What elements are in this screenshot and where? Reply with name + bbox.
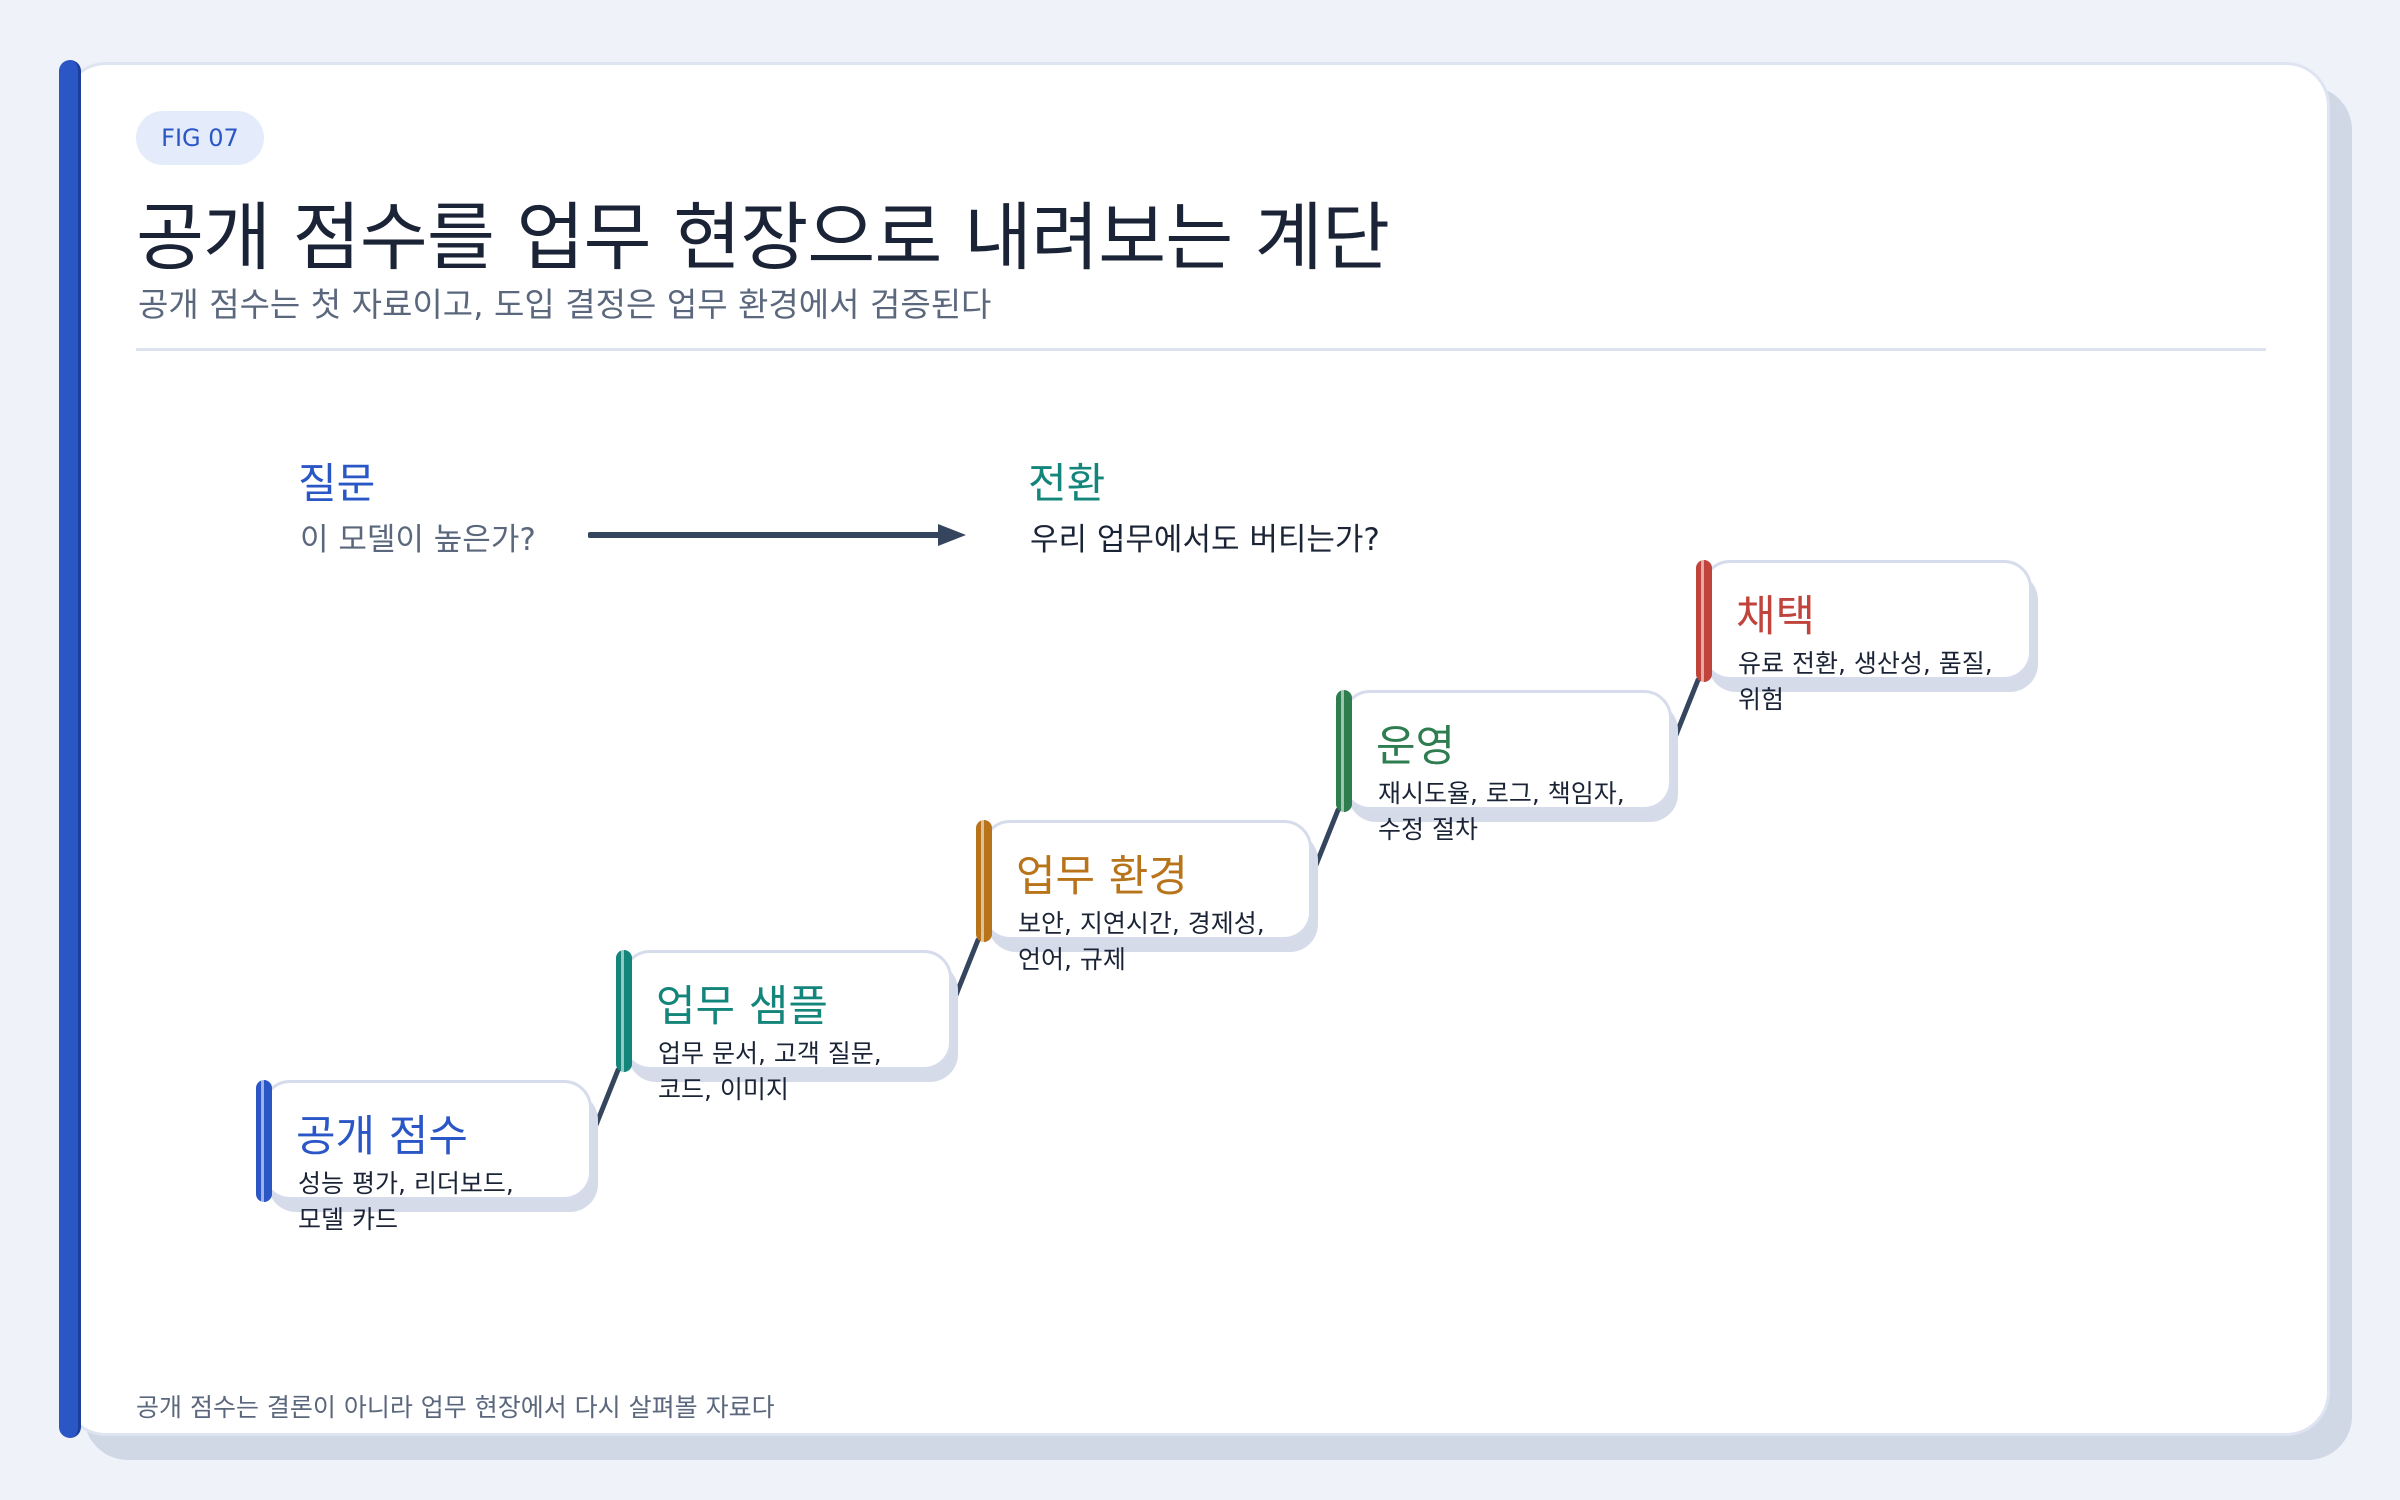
step-card [1702, 560, 2032, 680]
transition-arrow-icon [588, 524, 966, 546]
shift-label: 전환 [1028, 459, 1106, 508]
step-card [622, 950, 952, 1070]
step-card [262, 1080, 592, 1200]
step-desc-line2: 위험 [1738, 685, 1785, 714]
step-desc-line1: 유료 전환, 생산성, 품질, [1738, 649, 1993, 678]
shift-text: 우리 업무에서도 버티는가? [1030, 522, 1380, 558]
connector-2-3 [947, 937, 981, 1013]
step-accent-bar [1696, 560, 1712, 682]
step-card [982, 820, 1312, 940]
step-accent-bar [1336, 690, 1352, 812]
figure-footer: 공개 점수는 결론이 아니라 업무 현장에서 다시 살펴볼 자료다 [136, 1393, 775, 1422]
question-label: 질문 [298, 459, 376, 508]
figure-subtitle: 공개 점수는 첫 자료이고, 도입 결정은 업무 환경에서 검증된다 [138, 285, 992, 324]
step-accent-bar [256, 1080, 272, 1202]
step-accent-bar [616, 950, 632, 1072]
step-desc-line1: 재시도율, 로그, 책임자, [1378, 779, 1625, 808]
step-title: 업무 샘플 [656, 982, 828, 1032]
figure-card [62, 62, 2330, 1436]
step-desc-line2: 코드, 이미지 [658, 1075, 789, 1104]
figure-badge: FIG 07 [136, 111, 264, 165]
figure-title: 공개 점수를 업무 현장으로 내려보는 계단 [136, 195, 1390, 281]
card-accent-bar [59, 60, 81, 1438]
question-text: 이 모델이 높은가? [300, 522, 536, 558]
step-desc-line1: 보안, 지연시간, 경제성, [1018, 909, 1265, 938]
connector-1-2 [587, 1067, 621, 1143]
connector-4-5 [1667, 677, 1701, 753]
step-card [1342, 690, 1672, 810]
step-title: 운영 [1376, 722, 1456, 772]
step-accent-bar [976, 820, 992, 942]
step-title: 업무 환경 [1016, 852, 1188, 902]
step-desc-line2: 모델 카드 [298, 1205, 398, 1234]
title-divider [136, 348, 2266, 351]
connector-3-4 [1307, 807, 1341, 883]
step-desc-line1: 성능 평가, 리더보드, [298, 1169, 514, 1198]
step-title: 공개 점수 [296, 1112, 468, 1162]
step-title: 채택 [1736, 592, 1816, 642]
step-desc-line1: 업무 문서, 고객 질문, [658, 1039, 882, 1068]
step-desc-line2: 언어, 규제 [1018, 945, 1126, 974]
step-desc-line2: 수정 절차 [1378, 815, 1478, 844]
